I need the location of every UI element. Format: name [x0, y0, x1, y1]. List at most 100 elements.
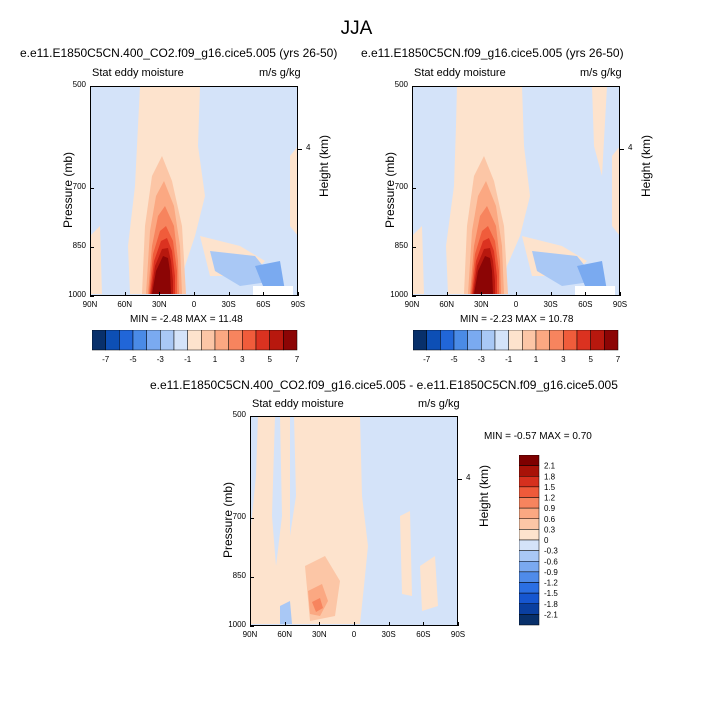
x-tick-mark [90, 292, 91, 296]
colorbar-swatch [522, 330, 537, 351]
x-tick-mark [585, 292, 587, 296]
colorbar-swatch [519, 507, 540, 519]
colorbar-swatch [481, 330, 496, 351]
colorbar-panel-2: -7 -5 -3 -1 1 3 5 7 [413, 330, 621, 364]
colorbar-label: 7 [616, 355, 621, 364]
y-tick-label: 1000 [68, 290, 86, 299]
colorbar-swatch [494, 330, 509, 351]
colorbar-label: 1 [534, 355, 539, 364]
colorbar-label: 1 [213, 355, 218, 364]
colorbar-swatch [519, 465, 540, 477]
colorbar-panel-1: -7 -5 -3 -1 1 3 5 7 [92, 330, 300, 364]
colorbar-label: -3 [157, 355, 165, 364]
panel-2-left-label: Stat eddy moisture [414, 67, 506, 79]
colorbar-swatch [519, 455, 540, 466]
colorbar-swatch [519, 518, 540, 530]
x-tick-mark [620, 292, 621, 296]
y-tick-mark [250, 518, 254, 520]
colorbar-swatch [519, 486, 540, 498]
colorbar-swatch [283, 330, 298, 351]
colorbar-swatch [549, 330, 564, 351]
y2-axis-title: Height (km) [477, 465, 491, 528]
y-tick-mark [412, 296, 416, 297]
colorbar-swatch [519, 571, 540, 583]
colorbar-label: -1 [505, 355, 513, 364]
y2-tick-label: 4 [466, 473, 471, 482]
x-tick-label: 30N [473, 300, 489, 309]
x-tick-label: 0 [191, 300, 197, 309]
x-tick-label: 60S [416, 630, 431, 639]
x-tick-mark [284, 622, 286, 626]
colorbar-swatch [604, 330, 619, 351]
colorbar-label: 5 [267, 355, 272, 364]
colorbar-swatch [440, 330, 455, 351]
panel-2-title: e.e11.E1850C5CN.f09_g16.cice5.005 (yrs 2… [361, 46, 624, 60]
colorbar-label: -1.5 [544, 589, 558, 598]
colorbar-swatch [519, 550, 540, 562]
colorbar-label: -5 [450, 355, 458, 364]
x-tick-label: 60N [439, 300, 454, 309]
colorbar-label: -0.3 [544, 547, 558, 556]
panel-1-stats: MIN = -2.48 MAX = 11.48 [130, 314, 243, 325]
y-tick-mark [412, 86, 416, 87]
y-tick-mark [90, 247, 94, 249]
colorbar-label: 7 [295, 355, 300, 364]
x-tick-label: 0 [513, 300, 519, 309]
colorbar-label: -1.2 [544, 579, 558, 588]
colorbar-swatch [535, 330, 550, 351]
colorbar-swatch [119, 330, 134, 351]
colorbar-label: 0.9 [544, 504, 556, 513]
y2-tick-label: 4 [628, 143, 633, 152]
x-tick-mark [228, 292, 230, 296]
panel-3-right-label: m/s g/kg [418, 398, 460, 410]
x-tick-mark [354, 622, 355, 626]
x-tick-mark [446, 292, 448, 296]
y2-axis-title: Height (km) [639, 135, 653, 198]
colorbar-swatch [519, 614, 540, 626]
x-tick-mark [412, 292, 413, 296]
colorbar-swatch [563, 330, 578, 351]
colorbar-swatch [519, 497, 540, 509]
x-tick-mark [423, 622, 425, 626]
colorbar-label: 3 [240, 355, 245, 364]
colorbar-label: 0.6 [544, 515, 556, 524]
x-tick-mark [516, 292, 517, 296]
colorbar-label: -5 [129, 355, 137, 364]
colorbar-swatch [426, 330, 441, 351]
y2-tick-mark [620, 149, 624, 150]
colorbar-swatch [519, 561, 540, 573]
x-tick-mark [124, 292, 126, 296]
colorbar-swatch [242, 330, 257, 351]
panel-1-right-label: m/s g/kg [259, 67, 301, 79]
x-tick-mark [481, 292, 483, 296]
colorbar-swatch [519, 529, 540, 541]
colorbar-label: -7 [423, 355, 431, 364]
panel-3-stats: MIN = -0.57 MAX = 0.70 [484, 431, 592, 442]
colorbar-label: -1.8 [544, 600, 558, 609]
y-tick-label: 500 [394, 80, 408, 89]
colorbar-label: 1.5 [544, 483, 556, 492]
colorbar-label: 0 [544, 536, 549, 545]
colorbar-label: 1.8 [544, 472, 556, 481]
y-tick-label: 500 [72, 80, 86, 89]
y-tick-label: 700 [394, 182, 408, 192]
x-tick-label: 90N [242, 630, 258, 639]
x-tick-label: 90S [612, 300, 628, 309]
colorbar-swatch [228, 330, 243, 351]
y-tick-label: 850 [232, 571, 246, 581]
y-tick-mark [90, 188, 94, 190]
colorbar-swatch [453, 330, 468, 351]
colorbar-swatch [269, 330, 284, 351]
colorbar-swatch [173, 330, 188, 351]
y-tick-label: 700 [72, 182, 86, 192]
x-tick-label: 30S [381, 630, 396, 639]
colorbar-label: 5 [588, 355, 593, 364]
x-tick-label: 90S [290, 300, 306, 309]
x-tick-label: 90N [82, 300, 98, 309]
colorbar-label: 2.1 [544, 462, 556, 471]
panel-3-left-label: Stat eddy moisture [252, 398, 344, 410]
colorbar-swatch [519, 582, 540, 594]
colorbar-swatch [187, 330, 202, 351]
x-tick-label: 90N [404, 300, 420, 309]
y-tick-label: 850 [394, 241, 408, 251]
